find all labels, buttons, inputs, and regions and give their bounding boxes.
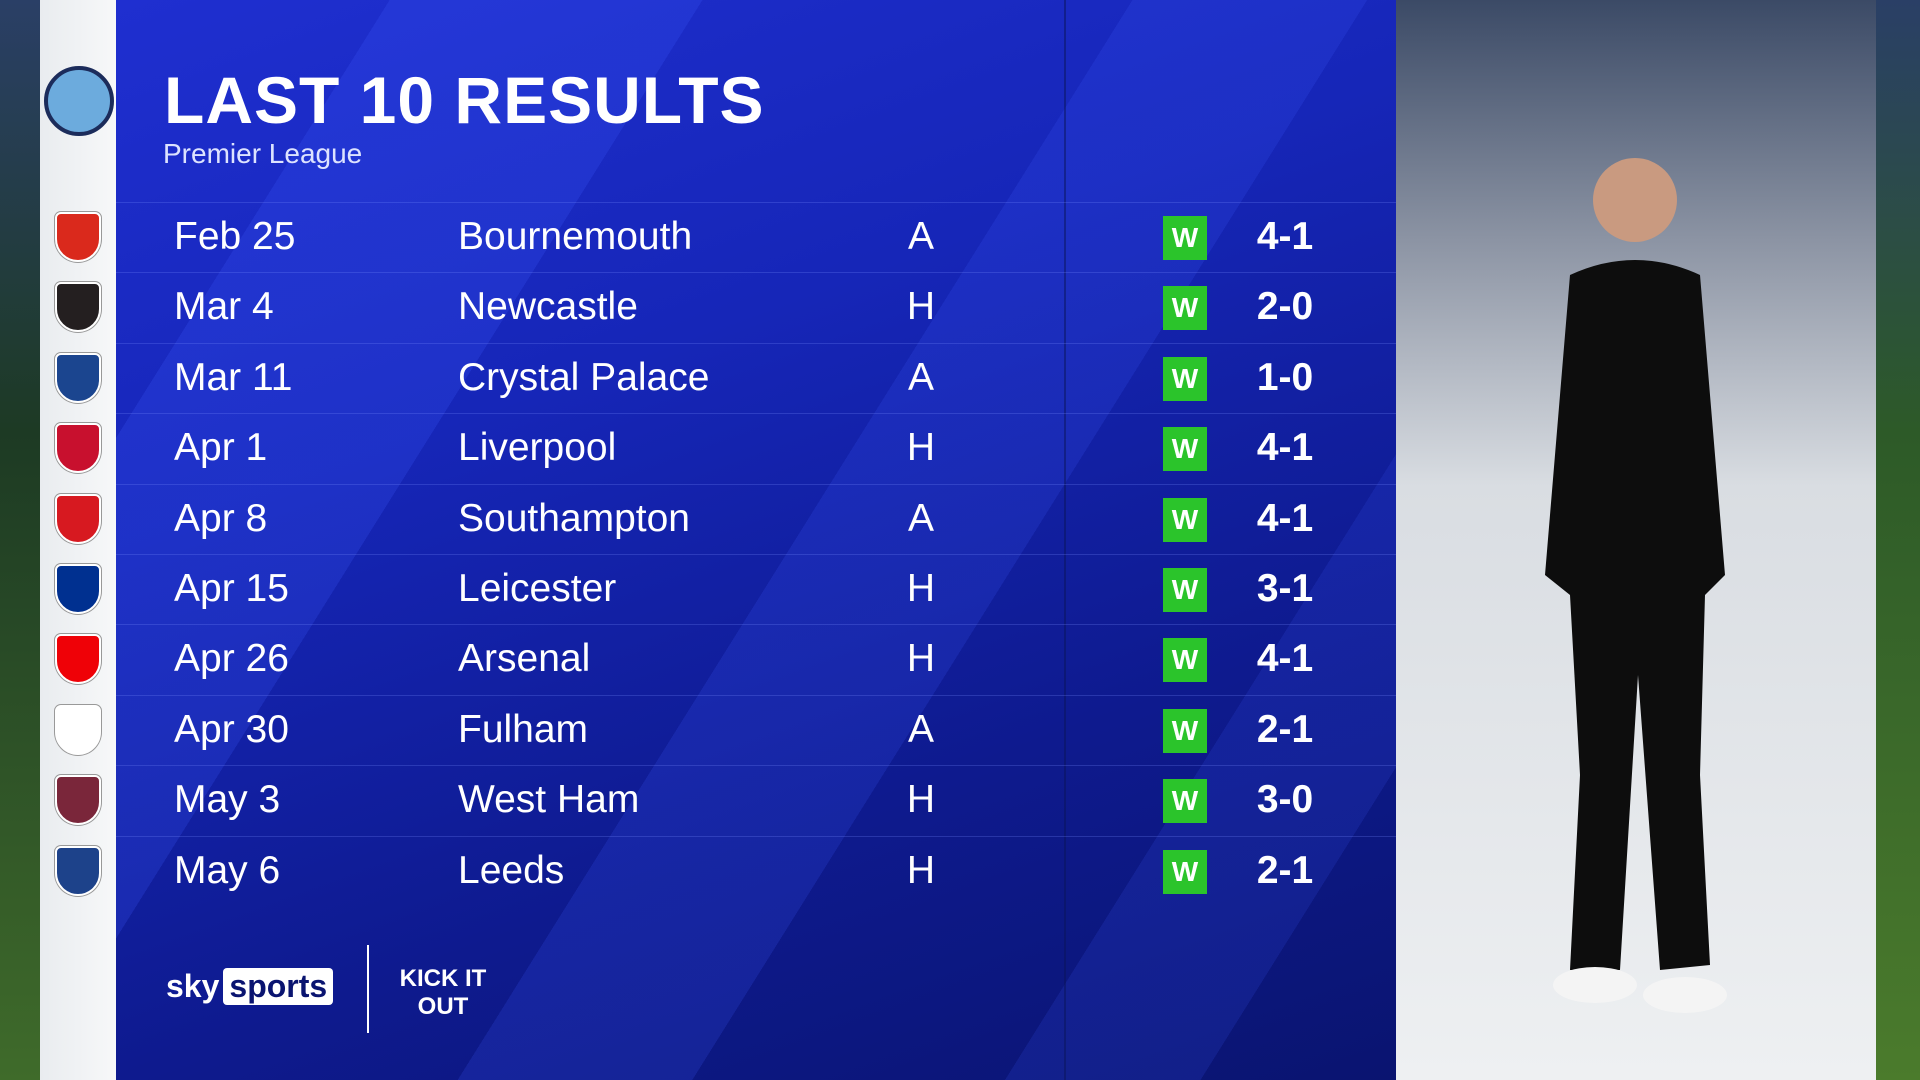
crest-strip: [40, 0, 116, 1080]
score: 3-1: [1256, 567, 1314, 610]
venue: H: [906, 848, 936, 892]
match-date: Feb 25: [174, 215, 296, 258]
result-badge: W: [1163, 638, 1207, 683]
result-row: Apr 1 Liverpool H W 4-1: [116, 413, 1396, 483]
opponent-name: Liverpool: [458, 426, 617, 470]
match-date: Apr 15: [174, 567, 289, 610]
kick-it-out-logo: KICK IT OUT: [399, 965, 487, 1020]
result-badge: W: [1163, 849, 1207, 894]
result-row: Apr 15 Leicester H W 3-1: [116, 554, 1396, 624]
result-row: Apr 30 Fulham A W 2-1: [116, 694, 1396, 765]
score: 4-1: [1256, 215, 1314, 258]
opponent-name: Leeds: [458, 848, 565, 892]
result-badge: W: [1163, 708, 1207, 753]
opponent-crest-icon: [55, 704, 101, 755]
opponent-name: Bournemouth: [458, 215, 693, 258]
opponent-name: West Ham: [458, 778, 640, 822]
venue: A: [907, 355, 934, 399]
logo-divider: [367, 945, 369, 1033]
match-date: Apr 8: [174, 496, 268, 540]
background-left: [0, 0, 40, 1080]
sky-sports-logo: sky sports: [166, 968, 334, 1005]
result-badge: W: [1163, 427, 1207, 472]
venue: H: [906, 567, 936, 610]
venue: H: [906, 285, 936, 329]
result-badge: W: [1163, 286, 1207, 331]
score: 1-0: [1256, 355, 1314, 399]
match-date: Apr 26: [174, 637, 289, 681]
result-row: Feb 25 Bournemouth A W 4-1: [116, 202, 1396, 272]
opponent-crest-icon: [55, 493, 101, 544]
manager-photo: [1396, 0, 1876, 1080]
opponent-name: Arsenal: [458, 637, 591, 681]
man-city-crest-icon: [44, 66, 114, 136]
match-date: Mar 11: [174, 355, 293, 399]
result-row: May 6 Leeds H W 2-1: [116, 835, 1396, 906]
score: 4-1: [1256, 426, 1314, 470]
result-badge: W: [1163, 568, 1207, 612]
opponent-name: Southampton: [458, 496, 691, 540]
score: 2-1: [1256, 848, 1314, 892]
match-date: Mar 4: [174, 285, 274, 329]
result-badge: W: [1163, 216, 1207, 260]
match-date: May 6: [174, 848, 281, 892]
opponent-name: Leicester: [458, 567, 617, 610]
results-panel: LAST 10 RESULTS Premier League Feb 25 Bo…: [116, 0, 1396, 1080]
page-subtitle: Premier League: [163, 138, 363, 169]
venue: H: [906, 637, 936, 681]
opponent-crest-icon: [55, 423, 101, 474]
opponent-crest-icon: [55, 775, 101, 826]
score: 2-0: [1256, 285, 1314, 329]
match-date: Apr 1: [174, 426, 268, 470]
opponent-crest-icon: [55, 845, 101, 896]
result-badge: W: [1163, 356, 1207, 401]
venue: H: [906, 426, 936, 470]
opponent-crest-icon: [55, 634, 101, 685]
venue: A: [907, 215, 934, 258]
result-badge: W: [1163, 497, 1207, 542]
score: 3-0: [1256, 778, 1314, 822]
opponent-crest-icon: [55, 282, 101, 333]
opponent-crest-icon: [55, 564, 101, 614]
manager-figure: [1545, 158, 1727, 1013]
result-row: May 3 West Ham H W 3-0: [116, 765, 1396, 835]
result-row: Apr 26 Arsenal H W 4-1: [116, 624, 1396, 694]
page-title: LAST 10 RESULTS: [164, 63, 765, 137]
venue: H: [906, 778, 936, 822]
score: 2-1: [1256, 707, 1314, 751]
result-row: Apr 8 Southampton A W 4-1: [116, 483, 1396, 554]
score: 4-1: [1256, 637, 1314, 681]
result-row: Mar 4 Newcastle H W 2-0: [116, 272, 1396, 342]
result-row: Mar 11 Crystal Palace A W 1-0: [116, 342, 1396, 413]
match-date: Apr 30: [174, 707, 289, 751]
venue: A: [907, 496, 934, 540]
venue: A: [907, 707, 934, 751]
score: 4-1: [1256, 496, 1314, 540]
result-badge: W: [1163, 779, 1207, 824]
opponent-name: Crystal Palace: [458, 355, 710, 399]
column-divider: [1064, 0, 1066, 1080]
opponent-crest-icon: [55, 352, 101, 403]
match-date: May 3: [174, 778, 281, 822]
opponent-name: Fulham: [458, 707, 589, 751]
opponent-crest-icon: [55, 212, 101, 262]
background-right: [1876, 0, 1920, 1080]
opponent-name: Newcastle: [458, 285, 638, 329]
